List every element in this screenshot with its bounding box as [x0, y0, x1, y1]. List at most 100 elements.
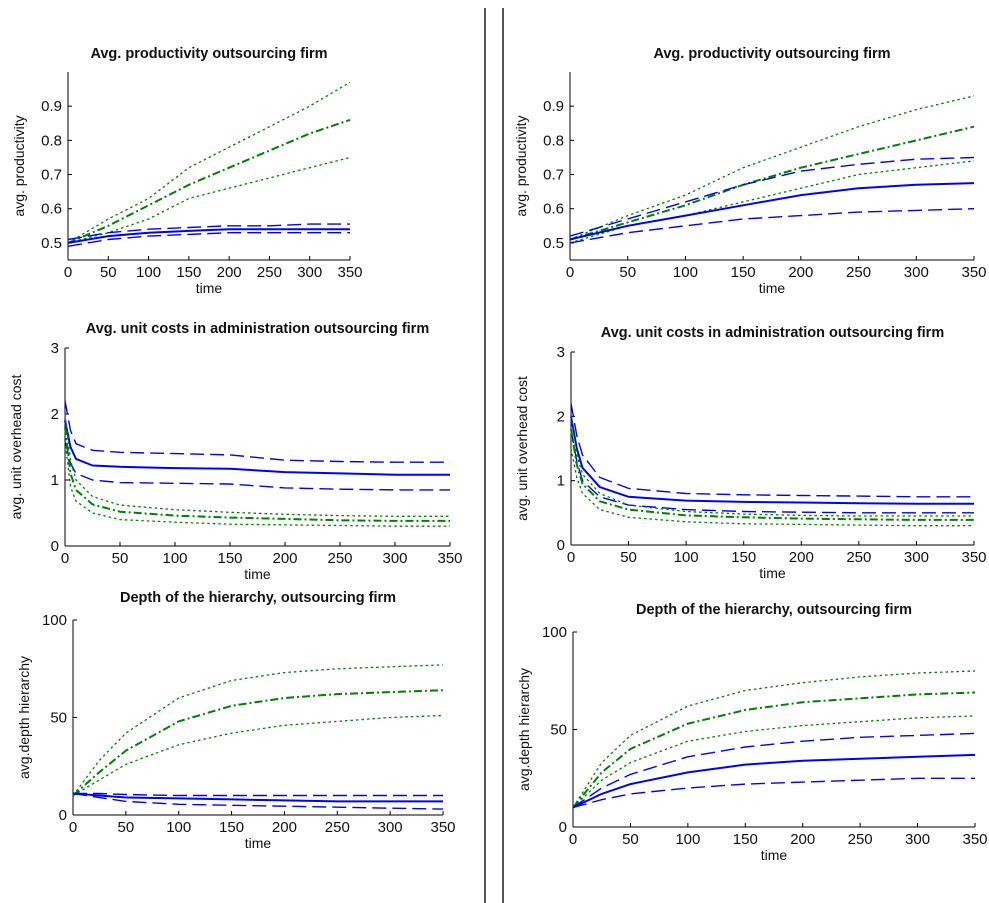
series-line-solid [67, 228, 350, 244]
chart-left-mid: Avg. unit costs in administration outsou… [8, 321, 463, 582]
y-tick-label: 0.9 [41, 98, 62, 115]
y-tick-label: 50 [550, 722, 567, 739]
chart-title: Avg. productivity outsourcing firm [90, 46, 327, 62]
x-tick-label: 300 [904, 264, 929, 281]
series-line-dotted [72, 714, 444, 797]
x-tick-label: 250 [327, 550, 352, 567]
series-line-dashed [64, 440, 450, 491]
series-line-dashed [569, 156, 975, 237]
x-tick-label: 50 [100, 264, 117, 281]
x-tick-label: 0 [61, 550, 69, 567]
series-line-dotted [72, 664, 444, 796]
x-tick-label: 300 [378, 819, 403, 836]
series-line-solid [572, 753, 976, 809]
x-axis-label: time [196, 280, 223, 296]
series-line-solid [569, 182, 975, 241]
series-line-solid [570, 416, 974, 505]
x-tick-label: 350 [961, 264, 986, 281]
x-tick-label: 100 [166, 819, 191, 836]
x-tick-label: 0 [567, 549, 575, 566]
x-tick-label: 50 [620, 549, 637, 566]
chart-left-bottom: Depth of the hierarchy, outsourcing firm… [16, 590, 456, 851]
series-line-dashed [572, 732, 976, 809]
x-tick-label: 200 [217, 264, 242, 281]
y-tick-label: 0.8 [41, 132, 62, 149]
y-axis-label: avg.depth hierarchy [16, 656, 32, 779]
x-tick-label: 100 [162, 550, 187, 567]
x-tick-label: 50 [118, 819, 135, 836]
series-line-dashed [570, 403, 974, 498]
series-line-dashdot [570, 429, 974, 521]
x-axis-label: time [759, 565, 786, 581]
y-tick-label: 2 [557, 408, 565, 425]
x-tick-label: 250 [846, 549, 871, 566]
y-tick-label: 50 [50, 710, 67, 727]
series-line-dotted [67, 156, 351, 244]
x-tick-label: 50 [112, 550, 129, 567]
x-tick-label: 200 [272, 819, 297, 836]
chart-title: Depth of the hierarchy, outsourcing firm [120, 590, 396, 606]
y-tick-label: 0 [559, 819, 567, 836]
x-tick-label: 300 [905, 831, 930, 848]
y-tick-label: 3 [51, 340, 59, 357]
x-tick-label: 250 [846, 264, 871, 281]
x-tick-label: 300 [297, 264, 322, 281]
x-tick-label: 50 [622, 831, 639, 848]
series-line-dashdot [72, 689, 444, 797]
chart-title: Avg. unit costs in administration outsou… [601, 325, 944, 341]
y-axis-label: avg. productivity [513, 115, 529, 216]
y-tick-label: 0.7 [41, 167, 62, 184]
y-tick-label: 0.5 [543, 235, 564, 252]
x-tick-label: 200 [788, 264, 813, 281]
y-tick-label: 0.5 [41, 235, 62, 252]
chart-right-bottom: Depth of the hierarchy, outsourcing firm… [516, 602, 988, 863]
x-tick-label: 150 [731, 549, 756, 566]
y-tick-label: 1 [51, 472, 59, 489]
series-line-solid [72, 792, 443, 803]
y-axis-label: avg. productivity [11, 115, 27, 216]
x-tick-label: 300 [904, 549, 929, 566]
y-tick-label: 100 [42, 612, 67, 629]
x-tick-label: 100 [673, 264, 698, 281]
y-tick-label: 100 [542, 624, 567, 641]
series-line-dotted [569, 160, 975, 244]
series-line-dotted [569, 95, 975, 241]
series-line-dotted [64, 413, 450, 517]
x-tick-label: 150 [176, 264, 201, 281]
series-line-dashed [72, 792, 444, 810]
series-line-dashed [569, 208, 975, 244]
x-tick-label: 0 [64, 264, 72, 281]
x-tick-label: 200 [789, 549, 814, 566]
x-axis-label: time [244, 566, 271, 582]
x-tick-label: 150 [217, 550, 242, 567]
x-tick-label: 350 [962, 831, 987, 848]
x-tick-label: 250 [325, 819, 350, 836]
chart-right-mid: Avg. unit costs in administration outsou… [514, 325, 987, 581]
x-tick-label: 350 [437, 550, 462, 567]
x-tick-label: 350 [430, 819, 455, 836]
x-tick-label: 0 [566, 264, 574, 281]
series-line-dashed [64, 400, 450, 463]
chart-left-top: Avg. productivity outsourcing firm 0 50 100… [11, 46, 363, 296]
y-tick-label: 0.6 [543, 201, 564, 218]
series-line-dotted [570, 416, 974, 517]
x-tick-label: 150 [733, 831, 758, 848]
series-line-dotted [572, 715, 976, 808]
chart-right-top: Avg. productivity outsourcing firm 0 50 100… [513, 46, 987, 296]
series-line-dashdot [67, 118, 351, 244]
series-line-dashed [570, 429, 974, 514]
x-axis-label: time [761, 847, 788, 863]
x-tick-label: 100 [675, 831, 700, 848]
x-tick-label: 350 [961, 549, 986, 566]
series-line-dashed [572, 777, 975, 809]
y-axis-label: avg.depth hierarchy [516, 668, 532, 791]
y-tick-label: 0 [557, 537, 565, 554]
series-line-dotted [67, 81, 351, 244]
x-tick-label: 350 [337, 264, 362, 281]
x-tick-label: 150 [219, 819, 244, 836]
y-tick-label: 0.9 [543, 98, 564, 115]
x-axis-label: time [245, 835, 272, 851]
series-line-dashdot [64, 427, 450, 522]
x-tick-label: 200 [272, 550, 297, 567]
